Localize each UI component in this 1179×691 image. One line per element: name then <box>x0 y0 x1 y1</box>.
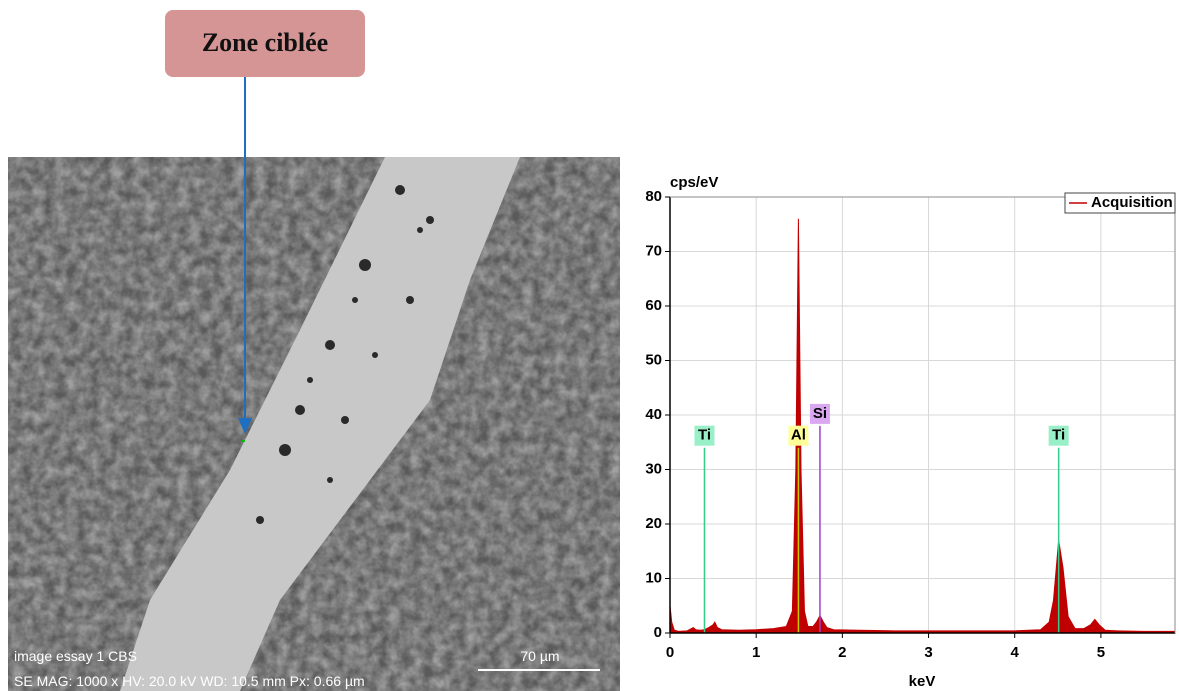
sem-caption: image essay 1 CBS <box>14 648 137 664</box>
element-label: Ti <box>698 427 711 444</box>
sem-image: image essay 1 CBS 70 µm SE MAG: 1000 x H… <box>8 157 620 691</box>
element-label: Al <box>791 427 806 444</box>
sem-info: SE MAG: 1000 x HV: 20.0 kV WD: 10.5 mm P… <box>14 673 365 689</box>
scale-bar-label: 70 µm <box>520 648 559 664</box>
annotation-label: Zone ciblée <box>202 28 328 57</box>
y-tick-label: 20 <box>645 515 662 532</box>
y-tick-label: 30 <box>645 460 662 477</box>
x-tick-label: 1 <box>752 644 760 661</box>
x-tick-label: 4 <box>1011 644 1020 661</box>
y-tick-label: 50 <box>645 351 662 368</box>
y-tick-label: 60 <box>645 297 662 314</box>
spectrum-chart: cps/eV keV 0 10 20 30 40 50 60 70 80 0 1 2 3 4 5 Ti Al Si… <box>645 174 1175 690</box>
element-label: Si <box>813 405 827 422</box>
y-tick-label: 80 <box>645 188 662 205</box>
y-tick-label: 10 <box>645 569 662 586</box>
x-axis-label: keV <box>909 673 936 690</box>
legend-label: Acquisition <box>1091 194 1173 211</box>
y-tick-label: 0 <box>654 624 662 641</box>
page: image essay 1 CBS 70 µm SE MAG: 1000 x H… <box>0 0 1179 691</box>
x-tick-label: 0 <box>666 644 674 661</box>
element-label: Ti <box>1052 427 1065 444</box>
x-tick-label: 2 <box>838 644 846 661</box>
x-tick-label: 5 <box>1097 644 1105 661</box>
y-tick-label: 40 <box>645 406 662 423</box>
y-axis-label: cps/eV <box>670 174 718 191</box>
y-tick-label: 70 <box>645 242 662 259</box>
x-tick-label: 3 <box>924 644 932 661</box>
